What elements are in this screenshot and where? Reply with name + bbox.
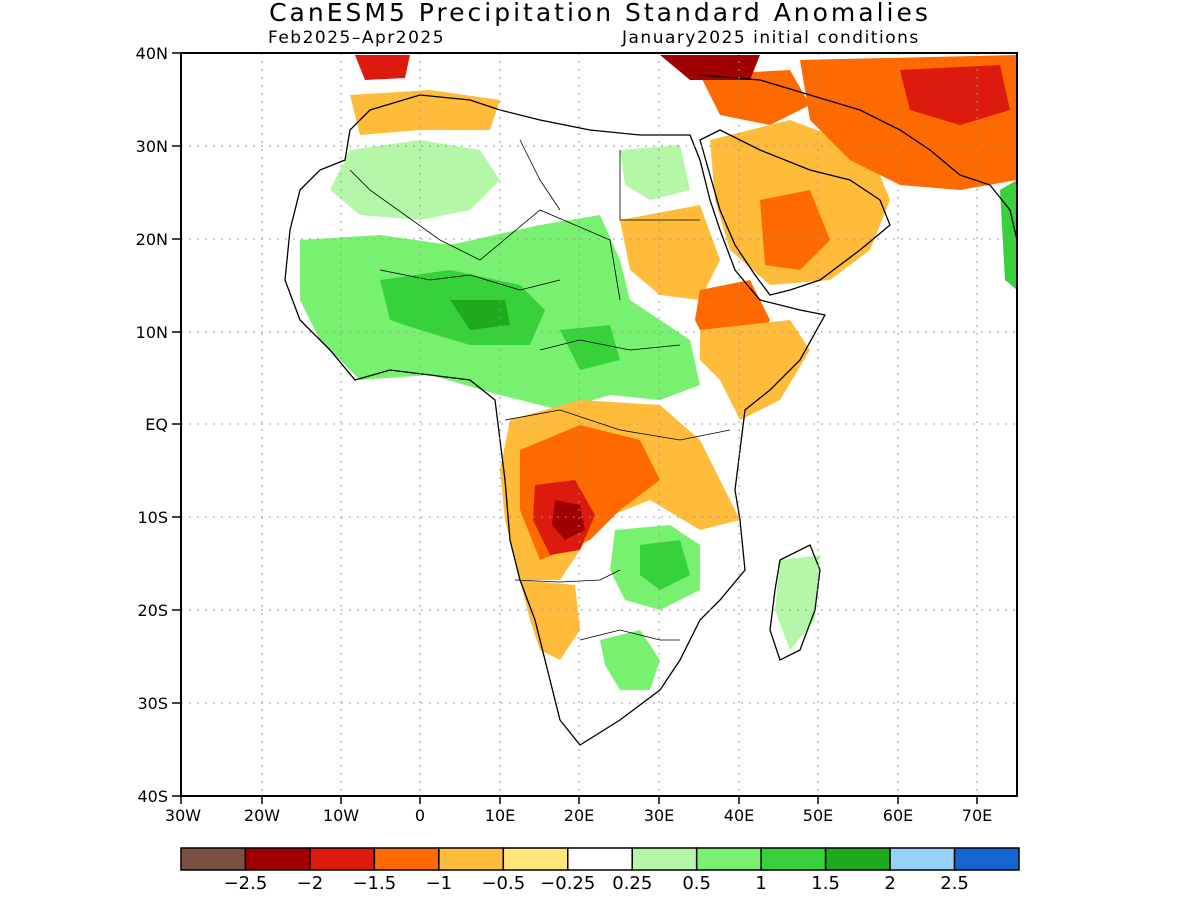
colorbar-swatch <box>309 847 376 871</box>
egypt-light-wet <box>620 145 690 200</box>
tick-marks <box>172 52 978 804</box>
lon-label: 20E <box>564 806 594 825</box>
lat-label: 30S <box>137 694 168 713</box>
lon-label: 10E <box>485 806 515 825</box>
colorbar-label: −2 <box>297 873 324 894</box>
colorbar-swatch <box>631 847 698 871</box>
latitude-labels: 40N 30N 20N 10N EQ 10S 20S 30S 40S <box>136 44 168 806</box>
lon-label: 60E <box>883 806 913 825</box>
colorbar-swatch <box>953 847 1020 871</box>
colorbar-label: 0.5 <box>682 873 711 894</box>
lon-label: 0 <box>415 806 425 825</box>
country-borders <box>349 139 731 641</box>
central-wet-core <box>560 325 620 370</box>
arabia-dry-core <box>760 190 830 270</box>
lat-label: 10S <box>137 508 168 527</box>
colorbar-swatch <box>889 847 956 871</box>
lat-label: 40S <box>137 787 168 806</box>
colorbar-label: −1.5 <box>353 873 397 894</box>
india-wet <box>1000 180 1017 290</box>
map-title: CanESM5 Precipitation Standard Anomalies <box>269 0 931 27</box>
lon-label: 10W <box>323 806 359 825</box>
north-africa-light-wet <box>330 140 500 220</box>
lon-label: 30W <box>165 806 201 825</box>
initial-conditions: January2025 initial conditions <box>622 28 920 48</box>
grid-lines <box>181 53 1017 796</box>
colorbar-label: 1 <box>755 873 766 894</box>
lon-label: 20W <box>244 806 280 825</box>
colorbar: −2.5 −2 −1.5 −1 −0.5 −0.25 0.25 0.5 1 1.5 2 2.5 <box>180 847 1020 894</box>
lat-label: 30N <box>136 137 168 156</box>
lat-label: 40N <box>136 44 168 63</box>
levant-dry <box>700 70 810 125</box>
colorbar-swatch <box>760 847 827 871</box>
colorbar-swatch <box>567 847 633 871</box>
iran-dry-core <box>900 65 1010 125</box>
colorbar-label: 2 <box>884 873 895 894</box>
colorbar-swatch <box>438 847 505 871</box>
angola-strongest-dry <box>552 500 585 540</box>
colorbar-label: 0.25 <box>612 873 652 894</box>
colorbar-labels: −2.5 −2 −1.5 −1 −0.5 −0.25 0.25 0.5 1 1.5 2 2.5 <box>224 873 969 894</box>
lat-label: 10N <box>136 323 168 342</box>
iberia-dry <box>355 55 410 80</box>
coastlines <box>284 74 1018 746</box>
lon-label: 50E <box>803 806 833 825</box>
colorbar-swatch <box>180 847 247 871</box>
lon-label: 70E <box>962 806 992 825</box>
horn-dry <box>700 320 810 420</box>
forecast-period: Feb2025–Apr2025 <box>268 28 446 48</box>
colorbar-swatch <box>695 847 762 871</box>
longitude-labels: 30W 20W 10W 0 10E 20E 30E 40E 50E 60E 70… <box>165 806 992 825</box>
lon-label: 30E <box>644 806 674 825</box>
namibia-dry <box>520 580 580 660</box>
colorbar-swatch <box>244 847 311 871</box>
lat-label: EQ <box>145 415 168 434</box>
colorbar-label: −0.5 <box>481 873 525 894</box>
colorbar-swatch <box>373 847 440 871</box>
colorbar-boxes <box>180 847 1020 871</box>
sudan-dry <box>620 205 720 300</box>
lat-label: 20S <box>137 601 168 620</box>
colorbar-label: 2.5 <box>940 873 969 894</box>
mozambique-wet-core <box>640 540 690 590</box>
caspian-strong-dry <box>660 55 760 80</box>
sahel-strongest-wet <box>450 300 510 330</box>
colorbar-label: −2.5 <box>224 873 268 894</box>
south-africa-wet <box>600 630 660 690</box>
maghreb-dry <box>350 90 500 135</box>
colorbar-swatch <box>502 847 569 871</box>
colorbar-label: 1.5 <box>811 873 840 894</box>
colorbar-label: −1 <box>426 873 453 894</box>
colorbar-label: −0.25 <box>540 873 595 894</box>
lon-label: 40E <box>724 806 754 825</box>
colorbar-swatch <box>824 847 891 871</box>
lat-label: 20N <box>136 230 168 249</box>
